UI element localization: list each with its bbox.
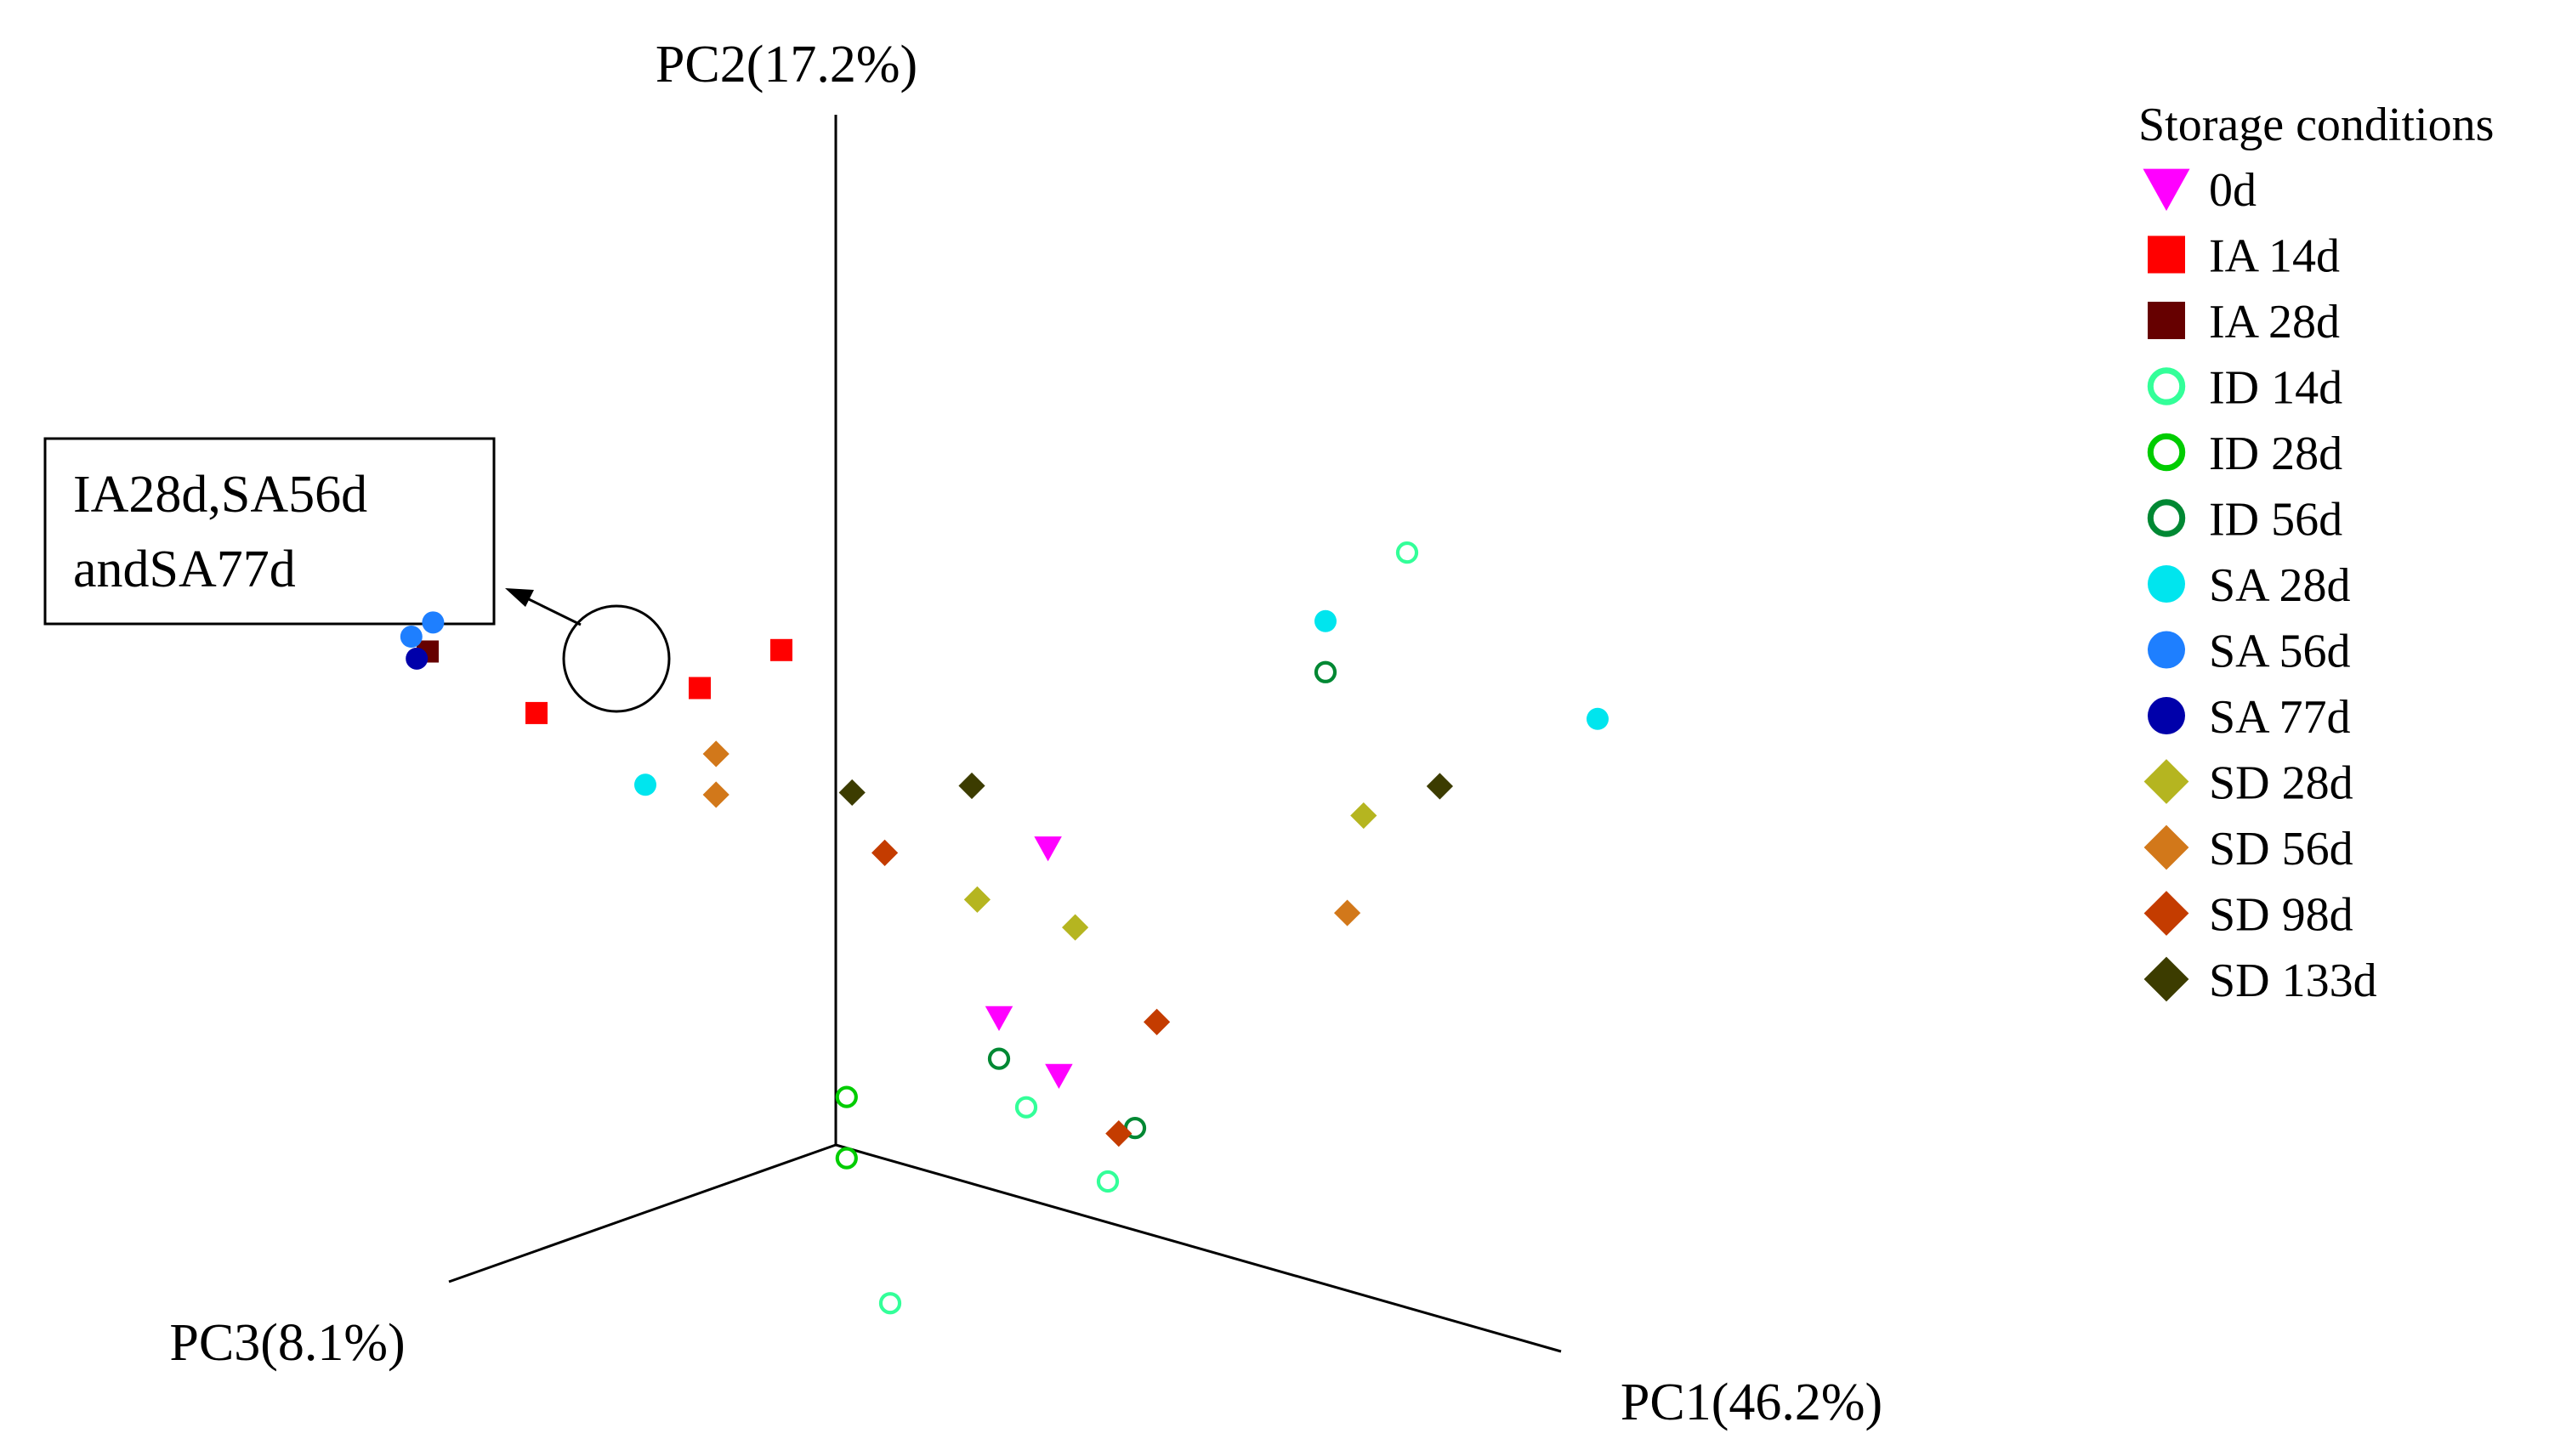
cluster-annotation: IA28d,SA56d andSA77d — [43, 437, 671, 713]
legend-label-ia-28d: IA 28d — [2209, 296, 2340, 348]
annotation-arrowhead — [505, 588, 534, 607]
point-sd-98d-1 — [871, 839, 899, 866]
legend-label-id-56d: ID 56d — [2209, 494, 2342, 547]
point-sd-56d-3 — [702, 781, 729, 808]
legend-marker-id-56d — [2147, 499, 2186, 537]
legend-marker-0d — [2143, 168, 2190, 212]
point-sa-28d-1 — [1587, 707, 1609, 730]
point-0d-3 — [1034, 836, 1062, 862]
point-ia-14d-2 — [525, 701, 548, 724]
point-sd-133d-3 — [958, 772, 985, 800]
point-id-14d-1 — [1395, 541, 1419, 564]
annotation-line-1: IA28d,SA56d — [73, 466, 367, 524]
legend-label-sd-98d: SD 98d — [2209, 889, 2353, 942]
point-sa-56d-1 — [422, 611, 445, 634]
legend-title: Storage conditions — [2138, 99, 2494, 151]
legend-marker-sd-28d — [2143, 759, 2189, 804]
point-sd-133d-1 — [1426, 773, 1453, 800]
legend-label-sd-56d: SD 56d — [2209, 823, 2353, 875]
legend-marker-sd-98d — [2143, 891, 2189, 936]
legend: Storage conditions 0d IA 14d IA 28d ID 14d I… — [2138, 99, 2494, 1007]
point-ia-14d-1 — [770, 638, 792, 661]
point-id-14d-4 — [878, 1292, 902, 1315]
legend-label-ia-14d: IA 14d — [2209, 230, 2340, 283]
legend-marker-ia-14d — [2148, 235, 2185, 274]
point-id-14d-3 — [1096, 1170, 1120, 1193]
annotation-box — [43, 437, 496, 626]
point-0d-2 — [1045, 1063, 1073, 1090]
legend-label-sa-56d: SA 56d — [2209, 626, 2351, 678]
point-sd-98d-3 — [1105, 1120, 1133, 1147]
point-sd-28d-1 — [1350, 802, 1377, 830]
pc2-axis-label: PC2(17.2%) — [656, 36, 917, 93]
legend-marker-sd-133d — [2143, 956, 2189, 1002]
pc1-axis-label: PC1(46.2%) — [1621, 1374, 1882, 1431]
legend-label-sd-28d: SD 28d — [2209, 757, 2353, 810]
point-sd-56d-2 — [702, 740, 729, 768]
point-sa-56d-2 — [400, 626, 423, 649]
annotation-line-2: andSA77d — [73, 541, 296, 598]
point-id-14d-2 — [1014, 1096, 1038, 1119]
legend-label-id-14d: ID 14d — [2209, 362, 2342, 415]
point-sd-28d-2 — [963, 886, 991, 913]
cluster-highlight-circle — [562, 604, 671, 713]
point-ia-14d-3 — [689, 677, 711, 700]
axes-group: PC2(17.2%) PC1(46.2%) PC3(8.1%) — [169, 36, 1882, 1431]
point-0d-1 — [985, 1006, 1013, 1032]
point-id-28d-1 — [835, 1085, 858, 1108]
pc1-axis-line — [835, 1143, 1562, 1353]
point-sd-28d-3 — [1062, 914, 1089, 941]
legend-label-0d: 0d — [2209, 164, 2257, 217]
pc3-axis-label: PC3(8.1%) — [169, 1314, 405, 1372]
legend-label-sd-133d: SD 133d — [2209, 955, 2377, 1007]
legend-marker-sa-28d — [2148, 565, 2185, 603]
legend-marker-sa-77d — [2148, 697, 2185, 734]
legend-marker-sd-56d — [2143, 824, 2189, 870]
point-sd-56d-1 — [1334, 899, 1361, 926]
point-sa-77d-1 — [406, 647, 429, 670]
legend-label-sa-28d: SA 28d — [2209, 559, 2351, 612]
legend-label-sa-77d: SA 77d — [2209, 691, 2351, 744]
legend-marker-sa-56d — [2148, 631, 2185, 669]
point-id-56d-2 — [987, 1047, 1011, 1070]
legend-marker-id-28d — [2147, 433, 2186, 472]
pc3-axis-line — [448, 1143, 837, 1283]
data-points-group — [400, 541, 1609, 1315]
point-sa-28d-2 — [1314, 609, 1337, 632]
legend-items: 0d IA 14d IA 28d ID 14d ID 28d ID 56d SA 28d SA… — [2143, 164, 2377, 1007]
point-sd-133d-2 — [838, 779, 866, 807]
annotation-arrow-line — [528, 598, 582, 626]
point-id-28d-2 — [835, 1147, 858, 1170]
point-sd-98d-2 — [1144, 1008, 1171, 1035]
legend-marker-id-14d — [2147, 367, 2186, 405]
legend-marker-ia-28d — [2148, 302, 2185, 339]
point-id-56d-3 — [1314, 660, 1337, 683]
legend-label-id-28d: ID 28d — [2209, 428, 2342, 480]
point-sa-28d-3 — [634, 773, 656, 796]
